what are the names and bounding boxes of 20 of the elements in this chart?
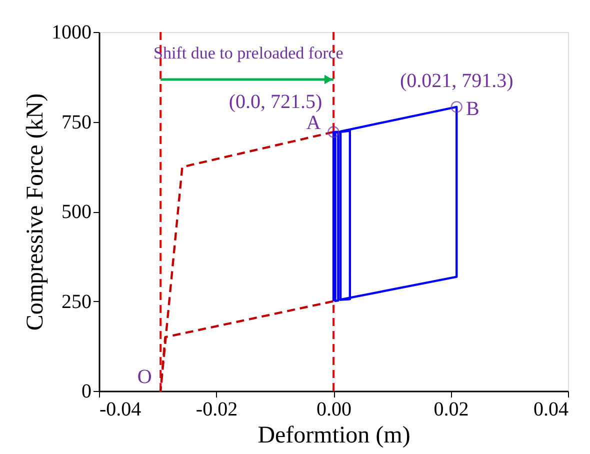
x-tick-label: -0.02 xyxy=(196,398,238,420)
annotation: (0.0, 721.5) xyxy=(228,90,322,113)
y-tick-label: 1000 xyxy=(52,22,92,44)
x-tick-label: -0.04 xyxy=(100,398,142,420)
annotation: A xyxy=(306,112,322,134)
y-axis-title: Compressive Force (kN) xyxy=(22,93,48,331)
y-tick-label: 750 xyxy=(62,111,92,134)
x-axis-title: Deformtion (m) xyxy=(258,422,410,448)
x-tick-label: 0.02 xyxy=(434,398,469,420)
y-tick-label: 250 xyxy=(62,290,92,313)
x-tick-label: 0.00 xyxy=(316,398,352,420)
line-series xyxy=(159,130,335,392)
annotation: (0.021, 791.3) xyxy=(400,70,514,92)
annotation: B xyxy=(466,98,480,120)
annotation: O xyxy=(137,366,152,388)
x-tick-label: 0.04 xyxy=(534,398,568,420)
annotation: Shift due to preloaded force xyxy=(154,44,344,63)
line-series xyxy=(332,106,458,302)
y-tick-label: 500 xyxy=(62,201,92,223)
y-tick-label: 0 xyxy=(82,380,92,402)
